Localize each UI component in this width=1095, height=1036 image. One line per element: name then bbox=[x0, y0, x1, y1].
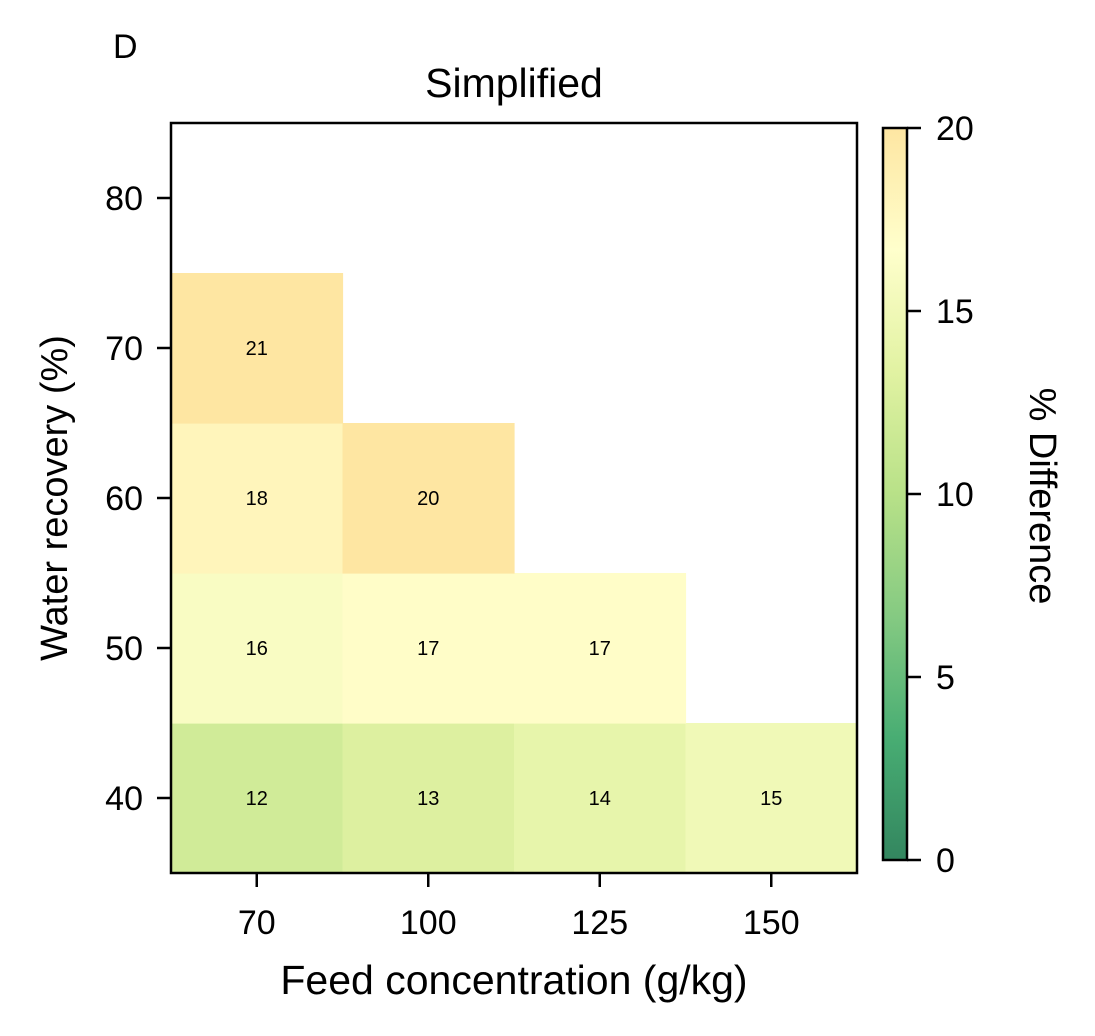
colorbar-tick-label: 5 bbox=[936, 659, 955, 697]
chart-title: Simplified bbox=[425, 60, 603, 106]
cell-value-label: 15 bbox=[760, 788, 782, 810]
heatmap-cell bbox=[342, 573, 515, 724]
panel-label: D bbox=[113, 28, 138, 66]
y-axis: 40 50 60 70 80 bbox=[105, 180, 171, 818]
cell-value-label: 14 bbox=[589, 788, 611, 810]
heatmap-cell bbox=[171, 723, 344, 874]
colorbar-label: % Difference bbox=[1021, 388, 1063, 605]
heatmap-cell bbox=[342, 723, 515, 874]
heatmap-cell bbox=[171, 423, 344, 574]
colorbar-tick-label: 20 bbox=[936, 110, 974, 148]
colorbar-tick-label: 15 bbox=[936, 293, 974, 331]
y-tick-label: 60 bbox=[105, 480, 143, 518]
y-axis-label: Water recovery (%) bbox=[34, 335, 76, 661]
heatmap-cell bbox=[171, 573, 344, 724]
y-tick-label: 50 bbox=[105, 630, 143, 668]
heatmap-cells bbox=[171, 273, 858, 874]
cell-value-label: 17 bbox=[589, 638, 611, 660]
x-tick-label: 125 bbox=[571, 904, 628, 942]
heatmap-cell bbox=[514, 723, 687, 874]
cell-value-label: 20 bbox=[417, 488, 439, 510]
colorbar-ticks: 0 5 10 15 20 bbox=[907, 110, 974, 880]
colorbar-gradient bbox=[883, 128, 907, 860]
x-axis: 70 100 125 150 bbox=[238, 873, 800, 942]
cell-value-label: 12 bbox=[246, 788, 268, 810]
x-tick-label: 100 bbox=[400, 904, 457, 942]
heatmap-cell bbox=[342, 423, 515, 574]
heatmap-cell bbox=[685, 723, 858, 874]
cell-value-label: 13 bbox=[417, 788, 439, 810]
y-tick-label: 80 bbox=[105, 180, 143, 218]
cell-value-label: 16 bbox=[246, 638, 268, 660]
heatmap-cell bbox=[171, 273, 344, 424]
cell-value-label: 21 bbox=[246, 338, 268, 360]
x-tick-label: 70 bbox=[238, 904, 276, 942]
colorbar-tick-label: 10 bbox=[936, 476, 974, 514]
y-tick-label: 70 bbox=[105, 330, 143, 368]
cell-value-label: 18 bbox=[246, 488, 268, 510]
colorbar: 0 5 10 15 20 % Difference bbox=[881, 110, 1063, 880]
y-tick-label: 40 bbox=[105, 780, 143, 818]
heatmap-cell bbox=[514, 573, 687, 724]
colorbar-tick-label: 0 bbox=[936, 842, 955, 880]
heatmap-cell-labels: 12 13 14 15 16 17 17 18 20 21 bbox=[246, 338, 783, 810]
cell-value-label: 17 bbox=[417, 638, 439, 660]
x-axis-label: Feed concentration (g/kg) bbox=[280, 957, 747, 1003]
x-tick-label: 150 bbox=[743, 904, 800, 942]
